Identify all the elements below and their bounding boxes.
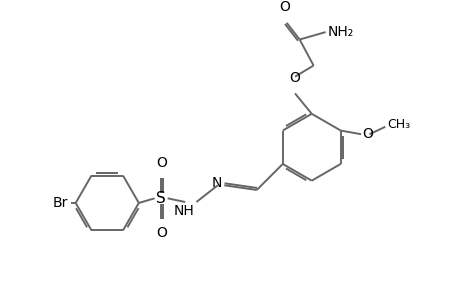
Text: O: O (156, 157, 167, 170)
Text: O: O (156, 226, 167, 240)
Text: Br: Br (53, 196, 68, 210)
Text: O: O (361, 127, 372, 141)
Text: NH: NH (174, 204, 194, 218)
Text: O: O (289, 71, 300, 85)
Text: NH₂: NH₂ (327, 25, 353, 39)
Text: CH₃: CH₃ (386, 118, 409, 131)
Text: S: S (156, 191, 166, 206)
Text: O: O (279, 0, 290, 14)
Text: N: N (212, 176, 222, 190)
